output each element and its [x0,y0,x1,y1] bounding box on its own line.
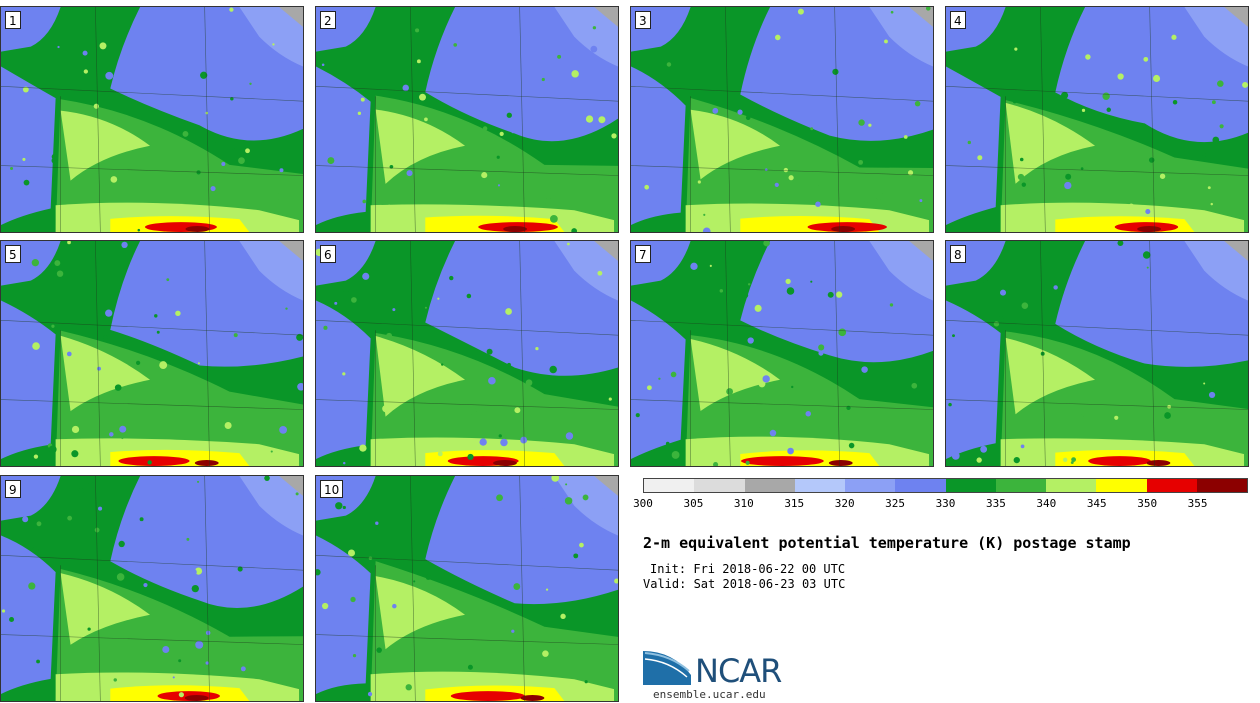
colorbar-tick-label: 305 [683,497,704,510]
colorbar-ticks: 300 305 310 315 320 325 330 335 340 345 350 355 [633,497,1248,513]
site-url: ensemble.ucar.edu [653,688,766,701]
map-svg [631,7,933,232]
figure-title: 2-m equivalent potential temperature (K)… [643,534,1131,552]
colorbar-segment [995,479,1046,492]
colorbar-tick-label: 355 [1187,497,1208,510]
colorbar-segment [945,479,996,492]
map-svg [631,241,933,466]
member-label: 8 [950,245,966,263]
member-panel-1: 1 [0,6,304,233]
member-panel-4: 4 [945,6,1249,233]
colorbar-segment [1146,479,1197,492]
colorbar-segment [1046,479,1097,492]
colorbar [643,478,1248,493]
colorbar-segment [644,479,695,492]
colorbar-tick-label: 340 [1036,497,1057,510]
logo-text: NCAR [695,652,782,690]
member-label: 2 [320,11,336,29]
colorbar-tick-label: 350 [1137,497,1158,510]
colorbar-tick-label: 310 [733,497,754,510]
member-panel-5: 5 [0,240,304,467]
colorbar-segment [744,479,795,492]
colorbar-tick-label: 320 [834,497,855,510]
map-svg [316,241,618,466]
member-panel-2: 2 [315,6,619,233]
colorbar-segment [794,479,845,492]
colorbar-segment [1196,479,1247,492]
colorbar-tick-label: 300 [633,497,653,510]
colorbar-tick-label: 345 [1086,497,1107,510]
init-time: Init: Fri 2018-06-22 00 UTC [650,562,846,576]
member-label: 9 [5,480,21,498]
member-label: 5 [5,245,21,263]
member-label: 3 [635,11,651,29]
member-panel-7: 7 [630,240,934,467]
member-label: 1 [5,11,21,29]
colorbar-segment [1096,479,1147,492]
member-panel-3: 3 [630,6,934,233]
map-svg [316,476,618,701]
map-svg [946,7,1248,232]
member-panel-9: 9 [0,475,304,702]
member-panel-6: 6 [315,240,619,467]
colorbar-tick-label: 315 [784,497,805,510]
colorbar-segment [895,479,946,492]
colorbar-segment [694,479,745,492]
map-svg [1,7,303,232]
map-svg [316,7,618,232]
ncar-logo-icon [643,651,691,685]
map-svg [1,476,303,701]
colorbar-tick-label: 330 [935,497,956,510]
map-svg [946,241,1248,466]
member-panel-10: 10 [315,475,619,702]
colorbar-tick-label: 325 [885,497,906,510]
map-svg [1,241,303,466]
member-label: 10 [320,480,344,498]
valid-time: Valid: Sat 2018-06-23 03 UTC [643,577,846,591]
member-label: 4 [950,11,966,29]
member-panel-8: 8 [945,240,1249,467]
colorbar-tick-label: 335 [985,497,1006,510]
member-label: 6 [320,245,336,263]
colorbar-segment [845,479,896,492]
member-label: 7 [635,245,651,263]
